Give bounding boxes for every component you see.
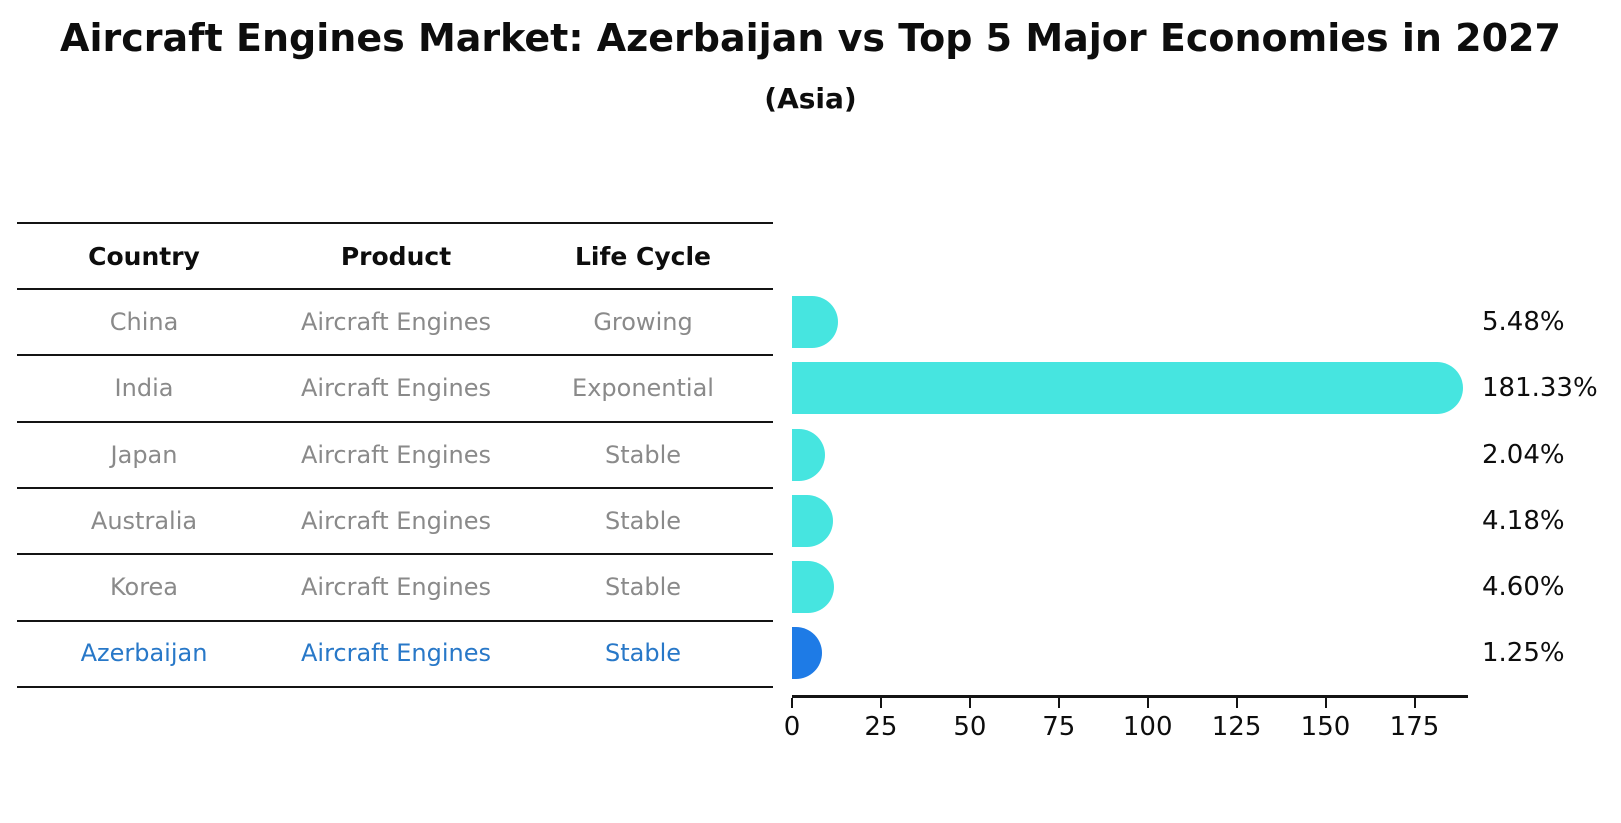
- x-axis-tick-label: 150: [1300, 712, 1351, 742]
- column-header-product: Product: [340, 241, 452, 271]
- table-row: Australia Aircraft Engines Stable: [17, 501, 773, 541]
- table-header-row: Country Product Life Cycle: [17, 236, 773, 276]
- cell-lifecycle: Stable: [604, 441, 682, 469]
- bar-india: [792, 362, 1463, 414]
- cell-lifecycle: Growing: [593, 308, 693, 336]
- x-axis-tick: [1324, 698, 1327, 708]
- cell-product: Aircraft Engines: [300, 573, 492, 601]
- cell-lifecycle: Stable: [604, 639, 682, 667]
- table-row: Korea Aircraft Engines Stable: [17, 567, 773, 607]
- bar-korea: [792, 561, 835, 613]
- x-axis-tick-label: 175: [1389, 712, 1440, 742]
- cell-country: China: [109, 308, 179, 336]
- bar-australia: [792, 495, 833, 547]
- x-axis-tick-label: 25: [864, 712, 898, 742]
- value-label: 181.33%: [1482, 373, 1598, 403]
- cell-product: Aircraft Engines: [300, 639, 492, 667]
- x-axis-tick-label: 0: [783, 712, 801, 742]
- cell-country: India: [114, 374, 174, 402]
- column-header-lifecycle: Life Cycle: [574, 241, 712, 271]
- chart-title: Aircraft Engines Market: Azerbaijan vs T…: [60, 16, 1561, 60]
- x-axis-tick: [879, 698, 882, 708]
- x-axis-tick: [968, 698, 971, 708]
- table-rule: [17, 354, 773, 356]
- cell-product: Aircraft Engines: [300, 441, 492, 469]
- cell-country: Japan: [110, 441, 178, 469]
- table-rule: [17, 222, 773, 224]
- table-row-azerbaijan: Azerbaijan Aircraft Engines Stable: [17, 633, 773, 673]
- cell-product: Aircraft Engines: [300, 374, 492, 402]
- cell-lifecycle: Stable: [604, 573, 682, 601]
- column-header-country: Country: [88, 241, 200, 271]
- value-label: 2.04%: [1482, 440, 1565, 470]
- table-rule: [17, 620, 773, 622]
- cell-country: Korea: [109, 573, 179, 601]
- table-rule: [17, 553, 773, 555]
- cell-lifecycle: Exponential: [572, 374, 714, 402]
- value-label: 5.48%: [1482, 307, 1565, 337]
- x-axis-tick-label: 100: [1122, 712, 1173, 742]
- x-axis-tick: [1146, 698, 1149, 708]
- x-axis-tick: [1235, 698, 1238, 708]
- bar-china: [792, 296, 838, 348]
- cell-country: Australia: [90, 507, 198, 535]
- x-axis-line: [792, 695, 1468, 698]
- table-rule: [17, 421, 773, 423]
- table-rule: [17, 288, 773, 290]
- table-row: India Aircraft Engines Exponential: [17, 368, 773, 408]
- chart-subtitle: (Asia): [764, 82, 857, 115]
- table-rule: [17, 686, 773, 688]
- table-row: Japan Aircraft Engines Stable: [17, 435, 773, 475]
- value-label: 4.18%: [1482, 506, 1565, 536]
- x-axis-tick: [1413, 698, 1416, 708]
- value-label: 1.25%: [1482, 638, 1565, 668]
- cell-lifecycle: Stable: [604, 507, 682, 535]
- cell-product: Aircraft Engines: [300, 507, 492, 535]
- x-axis-tick: [791, 698, 793, 708]
- table-rule: [17, 487, 773, 489]
- x-axis-tick-label: 125: [1211, 712, 1262, 742]
- table-row: China Aircraft Engines Growing: [17, 302, 773, 342]
- cell-product: Aircraft Engines: [300, 308, 492, 336]
- x-axis-tick-label: 75: [1042, 712, 1076, 742]
- bar-azerbaijan: [792, 627, 823, 679]
- cell-country: Azerbaijan: [80, 639, 208, 667]
- x-axis-tick-label: 50: [953, 712, 987, 742]
- value-label: 4.60%: [1482, 572, 1565, 602]
- bar-japan: [792, 429, 826, 481]
- x-axis-tick: [1057, 698, 1060, 708]
